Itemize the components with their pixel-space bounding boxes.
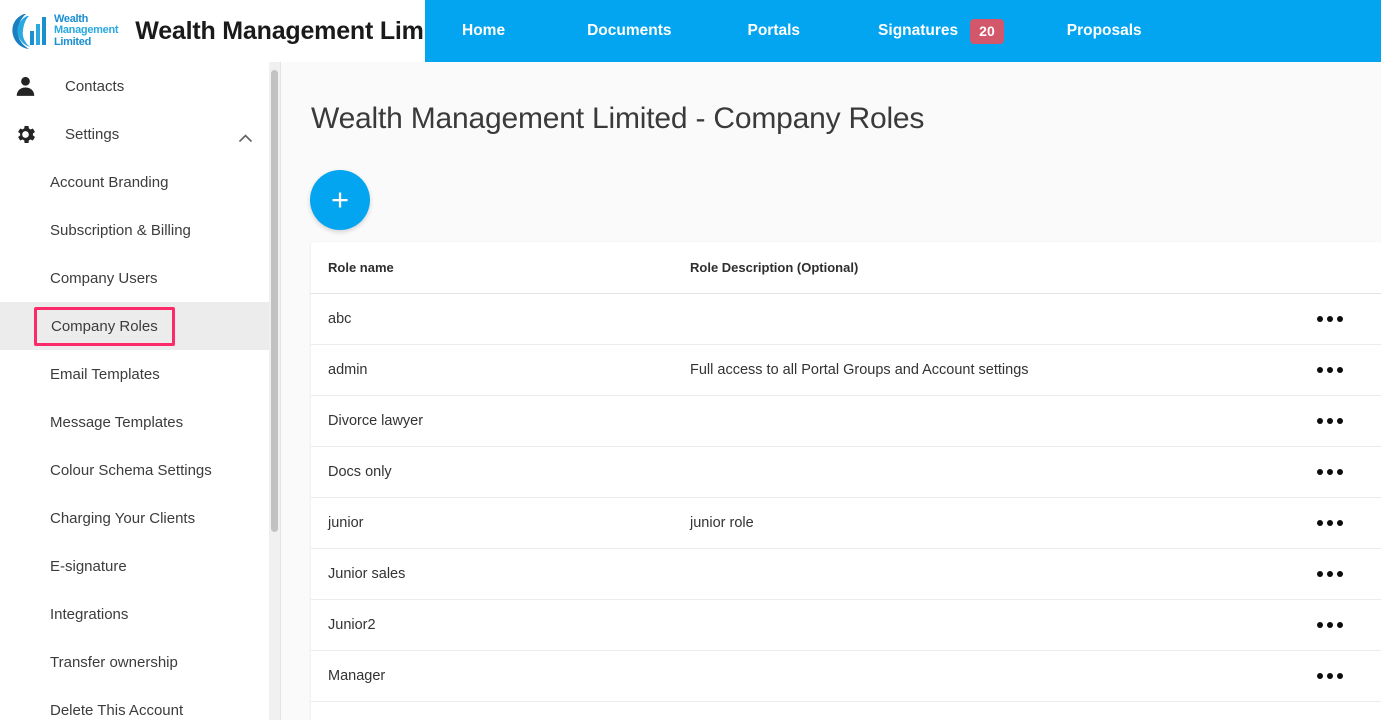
sidebar-item-contacts-label: Contacts (65, 77, 125, 95)
sidebar-item-integrations[interactable]: Integrations (0, 590, 280, 638)
table-row[interactable]: junior junior role (311, 498, 1381, 549)
table-row[interactable]: admin Full access to all Portal Groups a… (311, 345, 1381, 396)
column-header-role-name: Role name (328, 260, 394, 275)
sidebar-item-account-branding[interactable]: Account Branding (0, 158, 280, 206)
sidebar-item-charging-your-clients[interactable]: Charging Your Clients (0, 494, 280, 542)
cell-role-name: abc (328, 311, 352, 327)
table-row[interactable]: Junior sales (311, 549, 1381, 600)
sidebar-item-e-signature[interactable]: E-signature (0, 542, 280, 590)
kebab-menu-icon[interactable] (1317, 520, 1343, 526)
kebab-menu-icon[interactable] (1317, 571, 1343, 577)
cell-role-name: Junior2 (328, 617, 376, 633)
sidebar-scrollbar-track[interactable] (269, 62, 280, 720)
sidebar-scrollbar-thumb[interactable] (271, 70, 278, 532)
sidebar-item-email-templates-label: Email Templates (50, 365, 160, 383)
sidebar-item-e-signature-label: E-signature (50, 557, 127, 575)
kebab-menu-icon[interactable] (1317, 367, 1343, 373)
sidebar-item-charging-your-clients-label: Charging Your Clients (50, 509, 196, 527)
sidebar-item-transfer-ownership-label: Transfer ownership (50, 653, 178, 671)
nav-item-proposals[interactable]: Proposals (1066, 22, 1142, 39)
brand-area: Wealth Management Limited Wealth Managem… (0, 0, 468, 62)
table-row[interactable]: Manager (311, 651, 1381, 702)
cell-role-name: admin (328, 362, 368, 378)
kebab-menu-icon[interactable] (1317, 622, 1343, 628)
sidebar-item-subscription-billing[interactable]: Subscription & Billing (0, 206, 280, 254)
page-title: Wealth Management Limited - Company Role… (311, 102, 925, 135)
main-panel: Wealth Management Limited - Company Role… (281, 62, 1381, 720)
sidebar-item-transfer-ownership[interactable]: Transfer ownership (0, 638, 280, 686)
wealth-management-logo-icon (10, 11, 52, 51)
sidebar-item-subscription-billing-label: Subscription & Billing (50, 221, 191, 239)
kebab-menu-icon[interactable] (1317, 469, 1343, 475)
person-icon (3, 74, 47, 99)
sidebar-item-message-templates-label: Message Templates (50, 413, 184, 431)
sidebar-item-colour-schema-settings-label: Colour Schema Settings (50, 461, 212, 479)
sidebar-item-company-roles-label: Company Roles (34, 306, 175, 346)
sidebar-item-account-branding-label: Account Branding (50, 173, 169, 191)
sidebar-item-colour-schema-settings[interactable]: Colour Schema Settings (0, 446, 280, 494)
roles-table: Role name Role Description (Optional) ab… (311, 242, 1381, 720)
cell-role-name: Junior sales (328, 566, 406, 582)
sidebar: Contacts Settings Account Branding Subsc… (0, 62, 281, 720)
kebab-menu-icon[interactable] (1317, 418, 1343, 424)
nav-item-documents[interactable]: Documents (587, 22, 672, 39)
cell-role-name: Divorce lawyer (328, 413, 424, 429)
main-navigation: Home Documents Portals Signatures 20 Pro… (425, 0, 1381, 62)
nav-item-home[interactable]: Home (462, 22, 506, 39)
kebab-menu-icon[interactable] (1317, 673, 1343, 679)
top-bar: Wealth Management Limited Wealth Managem… (0, 0, 1381, 62)
table-header-row: Role name Role Description (Optional) (311, 242, 1381, 294)
sidebar-item-settings-label: Settings (65, 125, 120, 143)
sidebar-item-delete-this-account-label: Delete This Account (50, 701, 184, 719)
table-row[interactable]: Junior2 (311, 600, 1381, 651)
sidebar-item-company-users[interactable]: Company Users (0, 254, 280, 302)
cell-role-name: Docs only (328, 464, 392, 480)
sidebar-item-email-templates[interactable]: Email Templates (0, 350, 280, 398)
sidebar-item-contacts[interactable]: Contacts (0, 62, 280, 110)
cell-role-name: junior (328, 515, 364, 531)
sidebar-item-message-templates[interactable]: Message Templates (0, 398, 280, 446)
sidebar-item-company-users-label: Company Users (50, 269, 158, 287)
add-role-button[interactable]: + (310, 170, 370, 230)
sidebar-item-company-roles[interactable]: Company Roles (0, 302, 280, 350)
cell-role-description: Full access to all Portal Groups and Acc… (690, 362, 1029, 378)
chevron-up-icon[interactable] (239, 129, 252, 142)
sidebar-item-settings[interactable]: Settings (0, 110, 280, 158)
signatures-count-badge[interactable]: 20 (970, 18, 1004, 44)
sidebar-item-integrations-label: Integrations (50, 605, 129, 623)
column-header-role-description: Role Description (Optional) (690, 260, 859, 275)
logo-line-3: Limited (54, 35, 92, 48)
cell-role-description: junior role (690, 515, 754, 531)
brand-title: Wealth Management Limited (135, 16, 468, 45)
nav-item-signatures[interactable]: Signatures (878, 22, 959, 39)
table-row[interactable]: abc (311, 294, 1381, 345)
kebab-menu-icon[interactable] (1317, 316, 1343, 322)
logo-line-2: Management (54, 24, 119, 37)
sidebar-item-delete-this-account[interactable]: Delete This Account (0, 686, 280, 720)
table-row[interactable]: Divorce lawyer (311, 396, 1381, 447)
nav-item-portals[interactable]: Portals (747, 22, 801, 39)
table-row[interactable]: Docs only (311, 447, 1381, 498)
logo-wordmark: Wealth Management Limited (54, 13, 119, 48)
content-area: Contacts Settings Account Branding Subsc… (0, 62, 1381, 720)
logo-line-1: Wealth (54, 13, 89, 26)
gear-icon (3, 122, 47, 147)
cell-role-name: Manager (328, 668, 386, 684)
table-row[interactable] (311, 702, 1381, 720)
